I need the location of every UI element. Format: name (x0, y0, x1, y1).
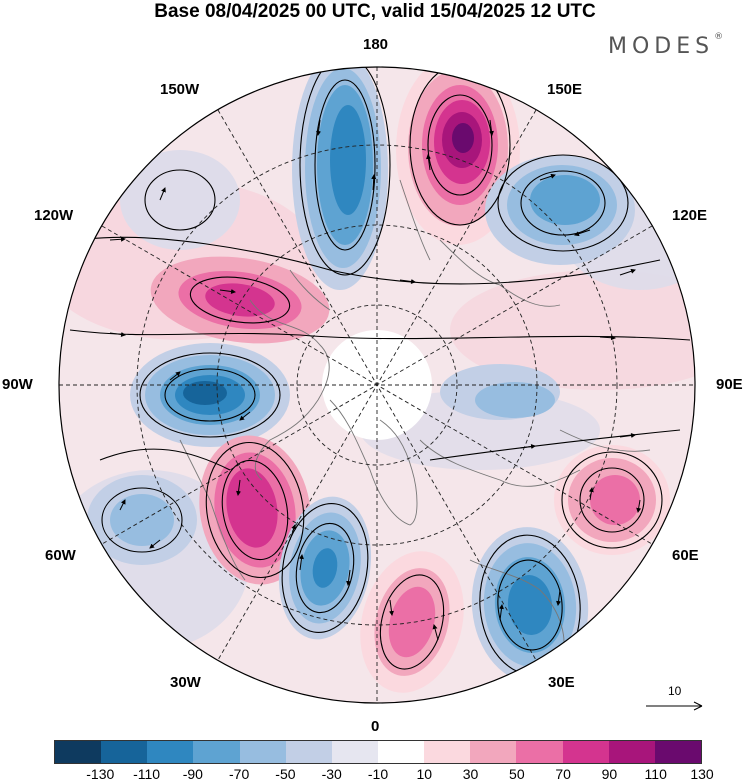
colorbar-cell (654, 741, 701, 763)
colorbar-cell (562, 741, 609, 763)
colorbar-tick-label: 130 (690, 766, 714, 782)
anomaly-low-hudson (130, 343, 290, 447)
colorbar-tick-label: -10 (367, 766, 389, 782)
colorbar-cell (285, 741, 332, 763)
colorbar-cell (193, 741, 240, 763)
anomaly-low-north-pacific (292, 67, 388, 290)
polar-map (58, 66, 696, 704)
colorbar-cell (239, 741, 286, 763)
lon-label-30w: 30W (170, 674, 201, 691)
anomaly-low-central-siberia (440, 364, 560, 420)
wind-arrows (109, 119, 642, 641)
lon-label-120e: 120E (672, 207, 708, 224)
colorbar-cell (424, 741, 471, 763)
anomaly-low-north-atlantic (278, 496, 372, 640)
modes-logo: MODES® (608, 32, 724, 59)
anomaly-low-labrador (87, 475, 197, 565)
wind-reference-label: 10 (668, 684, 682, 698)
colorbar-tick-label: -50 (275, 766, 296, 782)
colorbar-cell (331, 741, 378, 763)
lon-label-120w: 120W (34, 207, 74, 224)
coastlines (179, 179, 651, 661)
map-boundary (58, 66, 696, 704)
colorbar-ticks: -130 -110 -90 -70 -50 -30 -10 10 30 50 70 90 110 130 (0, 766, 750, 784)
colorbar-tick-label: -110 (133, 766, 161, 782)
lon-label-180: 180 (363, 36, 389, 53)
colorbar-tick-label: 10 (416, 766, 433, 782)
colorbar-tick-label: 110 (644, 766, 667, 782)
colorbar-tick-label: -130 (86, 766, 115, 782)
colorbar-tick-label: -70 (229, 766, 250, 782)
lon-label-60w: 60W (45, 547, 76, 564)
colorbar-cell (516, 741, 563, 763)
anomaly-high-west-siberia (554, 445, 670, 555)
anomaly-field (59, 67, 695, 703)
colorbar-tick-label: 50 (509, 766, 525, 782)
colorbar-tick-label: 30 (462, 766, 479, 782)
colorbar-tick-label: 70 (555, 766, 571, 782)
wind-reference-arrow (646, 701, 703, 711)
colorbar-tick-label: -30 (321, 766, 342, 782)
colorbar-cell (55, 741, 102, 763)
colorbar-cell (377, 741, 425, 763)
lon-label-150e: 150E (547, 81, 583, 98)
colorbar-tick-label: 90 (601, 766, 618, 782)
lon-label-0: 0 (371, 718, 380, 735)
lon-label-90e: 90E (716, 376, 743, 393)
registered-mark: ® (714, 32, 724, 42)
colorbar-cell (608, 741, 655, 763)
colorbar-cell (470, 741, 517, 763)
lon-label-30e: 30E (548, 674, 575, 691)
lon-label-150w: 150W (160, 81, 200, 98)
lon-label-90w: 90W (2, 376, 33, 393)
colorbar-cell (147, 741, 194, 763)
lon-label-60e: 60E (672, 547, 699, 564)
colorbar-cell (101, 741, 148, 763)
map-title: Base 08/04/2025 00 UTC, valid 15/04/2025… (154, 1, 596, 22)
colorbar-tick-label: -90 (182, 766, 203, 782)
graticule (59, 67, 695, 703)
anomaly-low-east-siberia (485, 155, 635, 265)
wind-streamlines (69, 67, 691, 676)
colorbar (54, 740, 702, 764)
brand-name: MODES (608, 34, 715, 59)
